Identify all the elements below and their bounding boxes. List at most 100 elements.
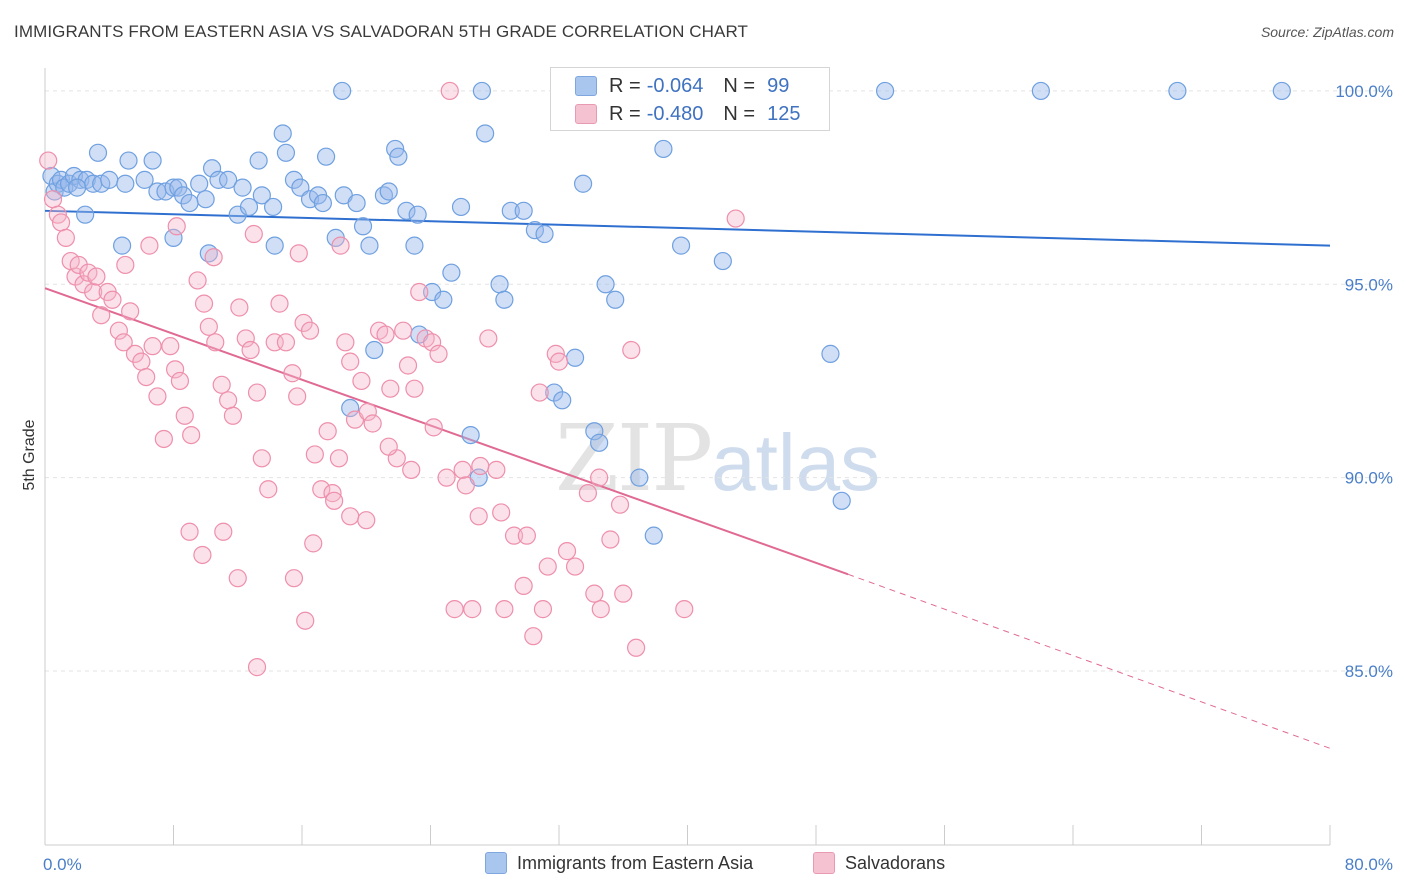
point-salvadoran: [43, 190, 63, 209]
point-salvadoran: [148, 387, 167, 406]
point-eastern-asia: [590, 433, 609, 452]
point-eastern-asia: [347, 193, 366, 213]
point-eastern-asia: [249, 151, 268, 170]
watermark: ZIPatlas: [555, 405, 880, 512]
y-tick-label: 85.0%: [1345, 662, 1393, 681]
point-eastern-asia: [143, 151, 162, 170]
point-eastern-asia: [1031, 81, 1050, 101]
point-salvadoran: [51, 213, 71, 232]
point-salvadoran: [622, 340, 641, 360]
point-eastern-asia: [360, 236, 379, 255]
trend-line-salvadoran: [44, 287, 849, 576]
point-salvadoran: [492, 503, 511, 522]
point-eastern-asia: [76, 205, 95, 224]
point-eastern-asia: [341, 398, 360, 418]
point-eastern-asia: [196, 190, 215, 209]
point-salvadoran: [341, 507, 360, 526]
point-salvadoran: [276, 333, 296, 352]
point-eastern-asia: [525, 221, 545, 240]
point-salvadoran: [180, 522, 199, 541]
point-salvadoran: [114, 333, 133, 352]
point-salvadoran: [300, 321, 320, 340]
legend-row-salvadoran: R = -0.480 N = 125: [575, 101, 800, 127]
point-salvadoran: [429, 344, 448, 363]
point-eastern-asia: [219, 170, 238, 189]
point-salvadoran: [514, 576, 533, 596]
point-salvadoran: [194, 294, 214, 313]
point-salvadoran: [352, 371, 371, 391]
point-salvadoran: [236, 329, 255, 348]
point-salvadoran: [39, 151, 58, 170]
point-salvadoran: [591, 600, 610, 619]
watermark-atlas: atlas: [711, 418, 881, 507]
legend-n-label: N =: [723, 102, 756, 125]
point-salvadoran: [626, 638, 646, 657]
point-salvadoran: [270, 294, 289, 313]
point-salvadoran: [440, 81, 459, 101]
point-salvadoran: [402, 460, 421, 480]
point-salvadoran: [336, 333, 355, 352]
point-eastern-asia: [389, 147, 408, 166]
point-salvadoran: [325, 491, 344, 510]
point-salvadoran: [166, 360, 185, 379]
point-salvadoran: [154, 429, 173, 449]
point-eastern-asia: [135, 170, 154, 189]
point-salvadoran: [578, 484, 598, 503]
point-salvadoran: [132, 352, 151, 371]
point-salvadoran: [230, 298, 249, 317]
point-salvadoran: [247, 658, 267, 677]
point-salvadoran: [487, 460, 506, 480]
point-eastern-asia: [68, 178, 87, 197]
point-eastern-asia: [434, 290, 453, 309]
point-salvadoran: [212, 375, 231, 394]
point-salvadoran: [305, 445, 324, 464]
y-axis-label: 5th Grade: [21, 419, 38, 490]
point-salvadoran: [394, 321, 413, 340]
point-salvadoran: [312, 480, 331, 499]
point-eastern-asia: [442, 263, 461, 282]
point-salvadoran: [56, 228, 75, 247]
point-eastern-asia: [476, 124, 495, 143]
point-salvadoran: [585, 584, 604, 603]
legend-n-value: 125: [767, 102, 801, 125]
point-eastern-asia: [88, 143, 108, 162]
point-eastern-asia: [630, 468, 649, 487]
point-salvadoran: [252, 449, 271, 468]
trend-lines: [44, 209, 1331, 749]
point-salvadoran: [329, 449, 349, 468]
point-eastern-asia: [644, 526, 663, 545]
point-salvadoran: [116, 255, 135, 275]
point-salvadoran: [601, 530, 620, 549]
point-salvadoran: [590, 468, 609, 487]
point-eastern-asia: [353, 217, 373, 236]
point-eastern-asia: [316, 147, 336, 166]
point-salvadoran: [92, 306, 111, 325]
point-eastern-asia: [821, 344, 840, 363]
point-eastern-asia: [875, 81, 895, 101]
point-salvadoran: [304, 534, 323, 553]
point-eastern-asia: [263, 197, 283, 217]
x-tick-label: 0.0%: [43, 855, 82, 874]
point-salvadoran: [471, 456, 490, 476]
correlation-legend: R = -0.064 N = 99 R = -0.480 N = 125: [550, 67, 830, 131]
point-eastern-asia: [100, 170, 119, 189]
y-tick-label: 95.0%: [1345, 275, 1393, 294]
trend-line-salvadoran-extension: [847, 573, 1331, 749]
trend-line-eastern-asia: [44, 209, 1331, 247]
point-salvadoran: [193, 545, 212, 565]
point-eastern-asia: [573, 174, 593, 193]
legend-item-salvadoran: Salvadorans: [813, 852, 945, 874]
point-salvadoran: [204, 248, 223, 267]
point-salvadoran: [424, 418, 443, 437]
point-eastern-asia: [379, 182, 398, 201]
point-eastern-asia: [252, 186, 271, 205]
point-eastern-asia: [313, 193, 332, 213]
point-salvadoran: [517, 526, 536, 545]
legend-swatch-blue: [485, 852, 507, 874]
point-salvadoran: [103, 290, 122, 309]
series-salvadoran-points: [39, 81, 745, 677]
point-salvadoran: [341, 352, 360, 371]
point-salvadoran: [143, 337, 162, 356]
point-eastern-asia: [671, 236, 691, 255]
